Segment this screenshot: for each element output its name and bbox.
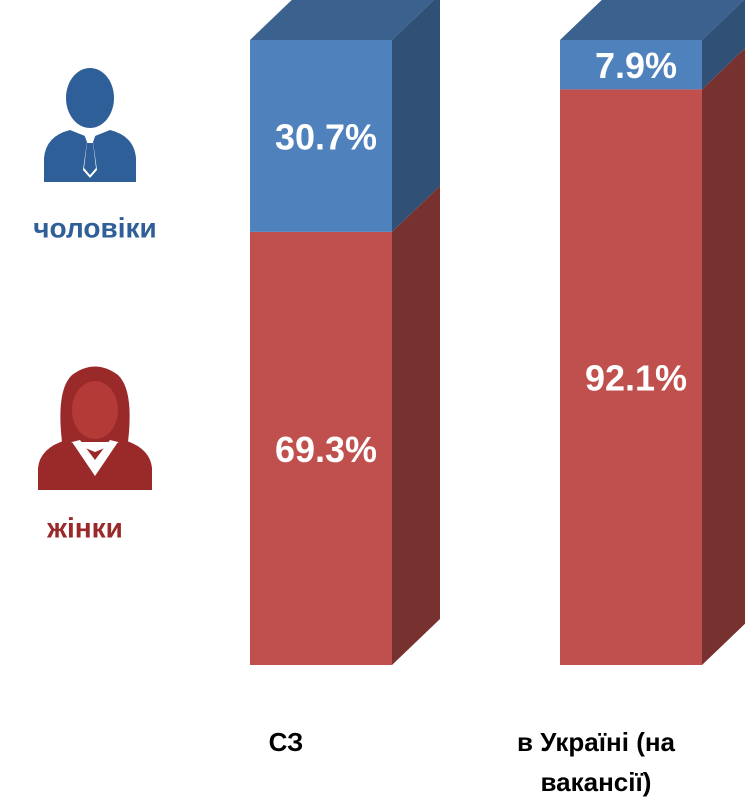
- bar-segment: [250, 185, 440, 665]
- bar-front: [250, 40, 392, 232]
- bar-front: [560, 40, 702, 90]
- bar-side: [702, 48, 745, 665]
- woman-icon: [38, 366, 152, 490]
- x-tick-label: в Україні (на вакансії): [516, 727, 676, 797]
- legend-label: жінки: [46, 512, 123, 543]
- bar-segment: [560, 48, 745, 665]
- bar-top: [250, 0, 434, 40]
- value-label: 7.9%: [595, 45, 677, 86]
- legend-label: чоловіки: [33, 212, 156, 243]
- bar-side: [392, 0, 440, 232]
- value-label: 92.1%: [585, 358, 687, 399]
- x-tick-label: СЗ: [268, 727, 304, 757]
- value-label: 69.3%: [275, 429, 377, 470]
- bar-side: [702, 0, 745, 90]
- value-label: 30.7%: [275, 116, 377, 157]
- man-icon: [44, 68, 136, 182]
- bar-segment: [560, 0, 745, 90]
- bar-front: [560, 89, 702, 665]
- bar-segment: [250, 0, 440, 232]
- bar-side: [392, 185, 440, 665]
- bar-front: [250, 231, 392, 665]
- bar-top: [560, 0, 744, 40]
